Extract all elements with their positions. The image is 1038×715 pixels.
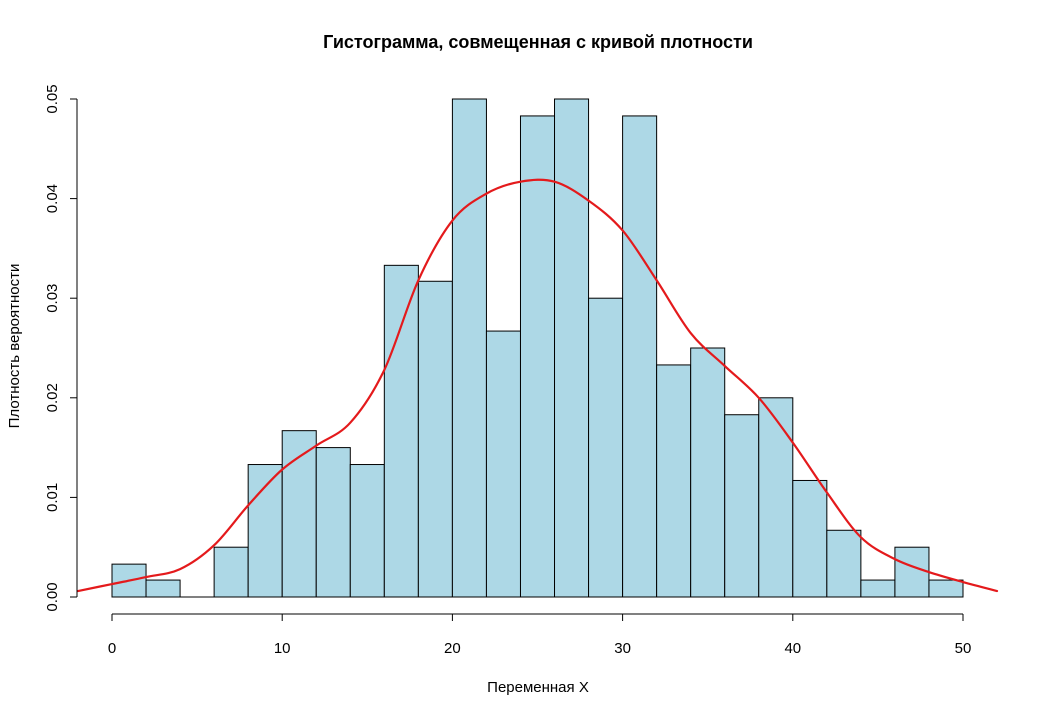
- histogram-bar: [724, 414, 760, 598]
- histogram-bar: [928, 579, 964, 598]
- histogram-bar: [145, 579, 181, 598]
- y-axis: 0.00 0.01 0.02 0.03 0.04 0.05: [44, 84, 78, 612]
- y-tick-label: 0.01: [44, 483, 61, 512]
- x-tick-label: 20: [444, 640, 461, 657]
- histogram-bar: [213, 546, 249, 598]
- histogram-bar: [554, 98, 590, 598]
- histogram-bar: [315, 447, 351, 598]
- y-tick-label: 0.02: [44, 383, 61, 412]
- histogram-bars: [111, 98, 964, 598]
- histogram-bar: [519, 115, 556, 598]
- histogram-bar: [588, 297, 624, 598]
- y-tick-label: 0.00: [44, 582, 61, 611]
- histogram-bar: [894, 546, 930, 598]
- chart-title: Гистограмма, совмещенная с кривой плотно…: [323, 32, 753, 52]
- y-tick-label: 0.04: [44, 184, 61, 213]
- histogram-bar: [349, 464, 385, 598]
- histogram-bar: [383, 264, 419, 598]
- x-tick-label: 10: [274, 640, 291, 657]
- y-axis-label: Плотность вероятности: [6, 264, 23, 429]
- histogram-bar: [622, 115, 658, 598]
- histogram-bar: [826, 529, 862, 598]
- histogram-bar: [247, 464, 283, 598]
- histogram-bar: [485, 330, 521, 598]
- x-tick-label: 0: [108, 640, 116, 657]
- density-curve: [76, 178, 999, 593]
- histogram-bar: [758, 397, 794, 598]
- x-tick-label: 40: [784, 640, 801, 657]
- histogram-bar: [451, 98, 487, 598]
- histogram-bar: [656, 364, 692, 598]
- histogram-bar: [281, 430, 317, 598]
- histogram-bar: [792, 479, 828, 598]
- x-axis: 0 10 20 30 40 50: [108, 613, 972, 657]
- x-tick-label: 30: [614, 640, 631, 657]
- x-tick-label: 50: [955, 640, 972, 657]
- histogram-bar: [690, 347, 726, 598]
- histogram-bar: [860, 579, 896, 598]
- y-tick-label: 0.03: [44, 284, 61, 313]
- y-tick-label: 0.05: [44, 84, 61, 113]
- x-axis-label: Переменная X: [487, 679, 589, 696]
- histogram-bar: [417, 280, 453, 598]
